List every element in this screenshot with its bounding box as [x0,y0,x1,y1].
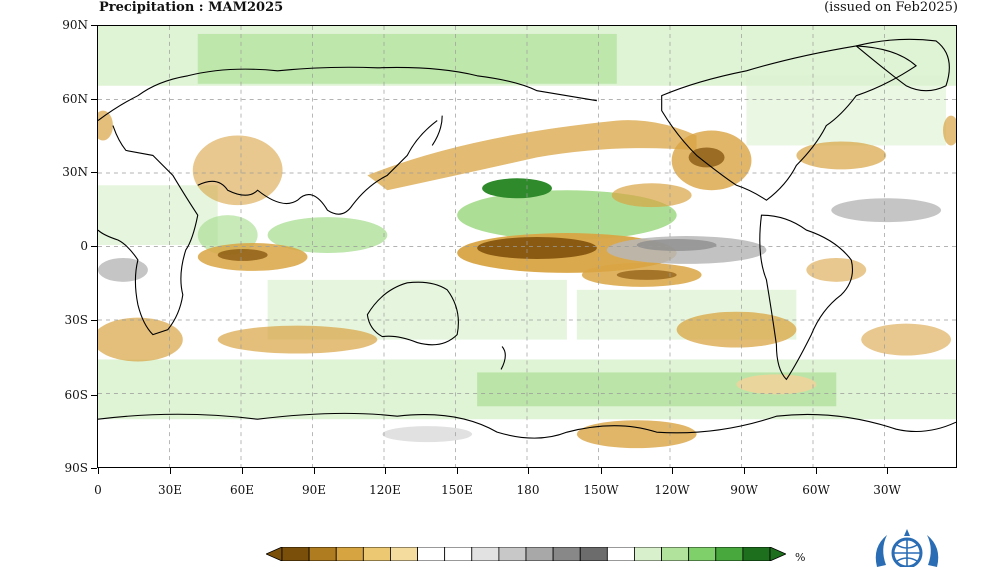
dry-patch [217,325,378,354]
lat-label-30n: 30N [62,165,88,179]
lon-label-150w: 150W [583,483,619,497]
dry-strong-patch [688,147,725,168]
colorbar-cell [498,547,527,561]
lon-label-90w: 90W [730,483,758,497]
new-zealand-coastline [500,346,506,370]
north-america-coastline [661,45,917,201]
lon-label-180: 180 [516,483,540,497]
wet-strong-patch [482,178,552,199]
colorbar-cell [661,547,690,561]
graticule [98,26,956,467]
colorbar [266,547,786,561]
asia-south-coastline [197,120,438,215]
grey-light-patch [382,426,473,443]
dry-patch [943,115,956,146]
colorbar-cell [417,547,446,561]
lat-label-eq: 0 [80,239,88,253]
dry-strong-patch [477,237,597,259]
map-title: Precipitation : MAM2025 [99,0,284,15]
precipitation-map [97,25,957,468]
dry-light-patch [736,374,817,395]
anomaly-patches [98,26,956,449]
lon-label-120w: 120W [654,483,690,497]
grey-dark-patch [636,239,717,251]
colorbar-max-arrow [769,547,786,561]
australia-coastline [366,281,459,346]
dry-patch [98,317,183,362]
grey-patch [98,257,148,282]
dry-strong-patch [616,269,677,280]
lon-label-30e: 30E [157,483,183,497]
greenland-coastline [855,38,950,92]
lon-label-60e: 60E [229,483,255,497]
colorbar-cell [281,547,310,561]
eurasia-coastline [98,66,597,122]
wet-patch [267,217,388,253]
colorbar-cell [390,547,418,561]
africa-coastline [98,125,199,336]
dry-patch [676,311,797,348]
lat-label-30s: 30S [64,313,89,327]
wet-patch [197,33,617,84]
colorbar-cell [525,547,554,561]
colorbar-cell [552,547,581,561]
colorbar-cell [742,547,771,561]
lat-label-60n: 60N [62,92,88,106]
dry-strong-patch [217,248,268,261]
grey-patch [831,198,942,223]
coastlines [98,38,956,439]
lat-label-90n: 90N [62,18,88,32]
colorbar-cell [335,547,364,561]
lon-label-0: 0 [94,483,102,497]
colorbar-cell [444,547,473,561]
colorbar-cell [471,547,500,561]
colorbar-cell [308,547,337,561]
dry-patch [576,420,697,449]
japan-coastline [431,115,443,146]
colorbar-cell [362,547,391,561]
lat-label-90s: 90S [64,461,89,475]
dry-patch [192,135,283,206]
lat-label-60s: 60S [64,388,89,402]
south-america-coastline [759,214,854,381]
colorbar-cell [688,547,717,561]
colorbar-min-arrow [266,547,283,561]
wmo-emblem-icon [875,529,939,567]
dry-patch [796,141,887,170]
lon-label-30w: 30W [873,483,901,497]
lon-label-150e: 150E [441,483,473,497]
wet-light-patch [746,75,947,146]
map-canvas [98,26,956,467]
colorbar-unit: % [795,551,806,564]
colorbar-cell [606,547,635,561]
dry-patch [611,183,692,208]
antarctica-coastline [98,412,956,439]
colorbar-cell [634,547,662,561]
lon-label-120e: 120E [369,483,401,497]
lon-label-60w: 60W [802,483,830,497]
colorbar-cell [579,547,608,561]
issued-date: (issued on Feb2025) [824,0,958,15]
dry-patch [861,323,952,356]
colorbar-cell [715,547,744,561]
dry-patch [806,257,867,282]
lon-label-90e: 90E [301,483,327,497]
